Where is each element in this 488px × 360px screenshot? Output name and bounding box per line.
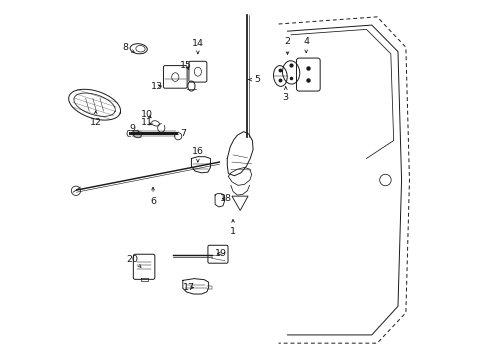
Text: 5: 5 (248, 75, 260, 84)
Text: 6: 6 (150, 187, 156, 206)
Text: 1: 1 (229, 220, 236, 237)
Text: 11: 11 (141, 118, 153, 127)
Text: 19: 19 (215, 249, 227, 258)
Text: 20: 20 (126, 255, 141, 267)
Text: 15: 15 (180, 61, 192, 70)
Text: 7: 7 (175, 129, 186, 138)
Text: 17: 17 (183, 283, 195, 292)
Text: 9: 9 (129, 123, 139, 133)
Text: 13: 13 (150, 82, 163, 91)
Text: 18: 18 (220, 194, 231, 203)
Text: 12: 12 (89, 111, 102, 127)
Text: 4: 4 (303, 37, 308, 53)
Text: 16: 16 (191, 147, 203, 162)
Text: 3: 3 (282, 87, 288, 102)
Text: 14: 14 (191, 39, 203, 54)
Text: 8: 8 (122, 43, 134, 52)
Text: 2: 2 (284, 37, 290, 54)
Text: 10: 10 (141, 110, 153, 119)
